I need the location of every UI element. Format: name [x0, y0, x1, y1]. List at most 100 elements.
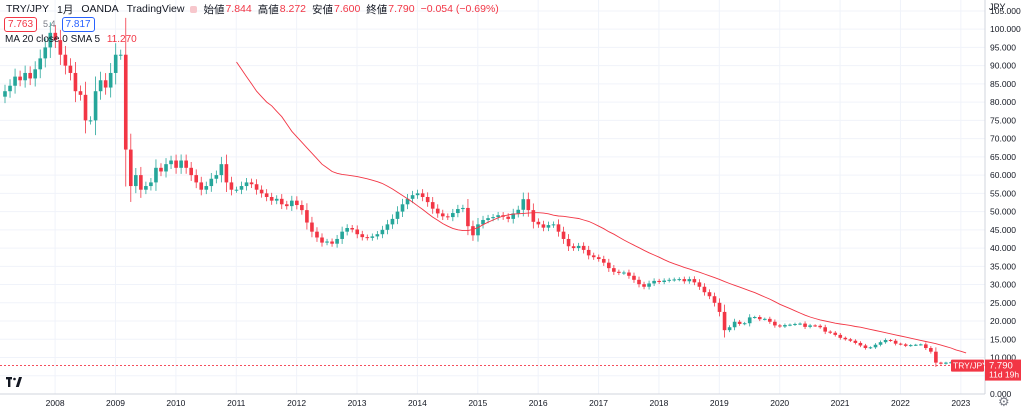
- candle-body: [737, 321, 742, 324]
- price-axis-ticks: 0.0005.00010.00015.00020.00025.00030.000…: [990, 6, 1021, 399]
- time-tick-label: 2008: [46, 398, 65, 408]
- candle-body: [43, 47, 48, 59]
- legend-toggle-icon[interactable]: [190, 5, 198, 13]
- candle-body: [259, 189, 264, 194]
- time-tick-label: 2023: [951, 398, 970, 408]
- candle-body: [762, 318, 767, 320]
- tradingview-logo-icon[interactable]: [6, 376, 22, 390]
- currency-unit: JPY: [989, 2, 1006, 12]
- chart-grid: [0, 0, 985, 395]
- candle-body: [863, 345, 868, 349]
- candle-body: [23, 72, 27, 81]
- time-tick-label: 2015: [468, 398, 487, 408]
- candle-body: [103, 80, 108, 88]
- candle-body: [913, 344, 918, 346]
- candle-body: [425, 197, 430, 203]
- candle-body: [768, 318, 772, 322]
- candle-body: [440, 213, 445, 217]
- candle-body: [929, 348, 933, 352]
- symbol-name[interactable]: TRY/JPY: [6, 3, 49, 15]
- candle-body: [496, 215, 500, 218]
- time-tick-label: 2009: [106, 398, 125, 408]
- candle-body: [340, 231, 344, 239]
- candle-body: [38, 58, 43, 70]
- candle-body: [536, 221, 541, 225]
- candle-body: [893, 340, 898, 344]
- candle-body: [78, 91, 83, 95]
- spread-value: 5.4: [43, 19, 56, 29]
- candle-body: [833, 332, 838, 335]
- candle-body: [3, 91, 7, 97]
- sell-button[interactable]: 7.763: [4, 16, 38, 32]
- candle-body: [788, 324, 792, 326]
- candle-body: [808, 325, 812, 327]
- candle-body: [295, 200, 299, 206]
- candle-body: [466, 207, 470, 227]
- candle-body: [144, 186, 148, 190]
- candle-body: [506, 216, 510, 219]
- gear-icon[interactable]: ⚙: [998, 394, 1010, 409]
- candle-body: [883, 340, 888, 343]
- candle-body: [18, 76, 22, 81]
- price-tick-label: 40.000: [990, 243, 1016, 253]
- high-label: 高値: [257, 3, 279, 16]
- candle-body: [944, 362, 948, 364]
- candle-body: [813, 325, 817, 327]
- low-label: 安値: [312, 3, 334, 16]
- candle-body: [939, 362, 943, 364]
- candle-body: [48, 32, 53, 48]
- candle-body: [823, 327, 828, 332]
- indicator-legend[interactable]: MA 20 close 0 SMA 5 11.270: [5, 34, 137, 45]
- candle-body: [903, 344, 908, 346]
- high-value: 8.272: [279, 3, 307, 15]
- candle-body: [139, 175, 143, 190]
- price-tick-label: 90.000: [990, 61, 1016, 71]
- candle-body: [305, 210, 309, 223]
- candle-body: [58, 40, 63, 55]
- candle-body: [773, 321, 777, 326]
- open-label: 始値: [203, 3, 225, 16]
- candle-body: [350, 228, 355, 230]
- time-tick-label: 2010: [166, 398, 185, 408]
- candle-body: [415, 193, 420, 196]
- ma-series-line: [236, 61, 967, 354]
- candle-body: [345, 228, 349, 232]
- price-tick-label: 70.000: [990, 134, 1016, 144]
- candle-body: [556, 224, 561, 232]
- candle-body: [149, 182, 153, 187]
- candle-body: [481, 219, 485, 225]
- price-tick-label: 45.000: [990, 225, 1016, 235]
- candle-body: [33, 69, 38, 79]
- price-tick-label: 20.000: [990, 316, 1016, 326]
- candle-body: [254, 184, 259, 190]
- candle-body: [561, 231, 566, 239]
- candle-body: [607, 262, 611, 269]
- buy-button[interactable]: 7.817: [61, 16, 95, 32]
- candle-body: [335, 238, 339, 244]
- candle-body: [410, 195, 415, 199]
- candle-body: [511, 213, 516, 219]
- time-tick-label: 2022: [891, 398, 910, 408]
- candle-body: [581, 245, 586, 250]
- candle-body: [546, 225, 551, 228]
- candle-body: [924, 344, 928, 349]
- close-label: 終値: [366, 3, 388, 16]
- time-tick-label: 2019: [710, 398, 729, 408]
- candle-body: [8, 85, 12, 92]
- time-tick-label: 2021: [831, 398, 850, 408]
- candle-body: [234, 189, 239, 191]
- time-axis-ticks: 3月20082009201020112012201320142015201620…: [46, 398, 971, 408]
- candle-body: [123, 54, 128, 150]
- candle-body: [355, 229, 360, 235]
- candle-body: [239, 186, 244, 190]
- candle-body: [516, 209, 521, 214]
- price-tick-label: 30.000: [990, 280, 1016, 290]
- price-tick-label: 0.000: [990, 389, 1012, 399]
- candle-body: [541, 224, 546, 228]
- candle-body: [68, 65, 73, 73]
- candle-body: [908, 345, 913, 347]
- candle-body: [400, 204, 405, 212]
- candle-body: [778, 325, 782, 327]
- interval-label[interactable]: 1月: [56, 3, 74, 16]
